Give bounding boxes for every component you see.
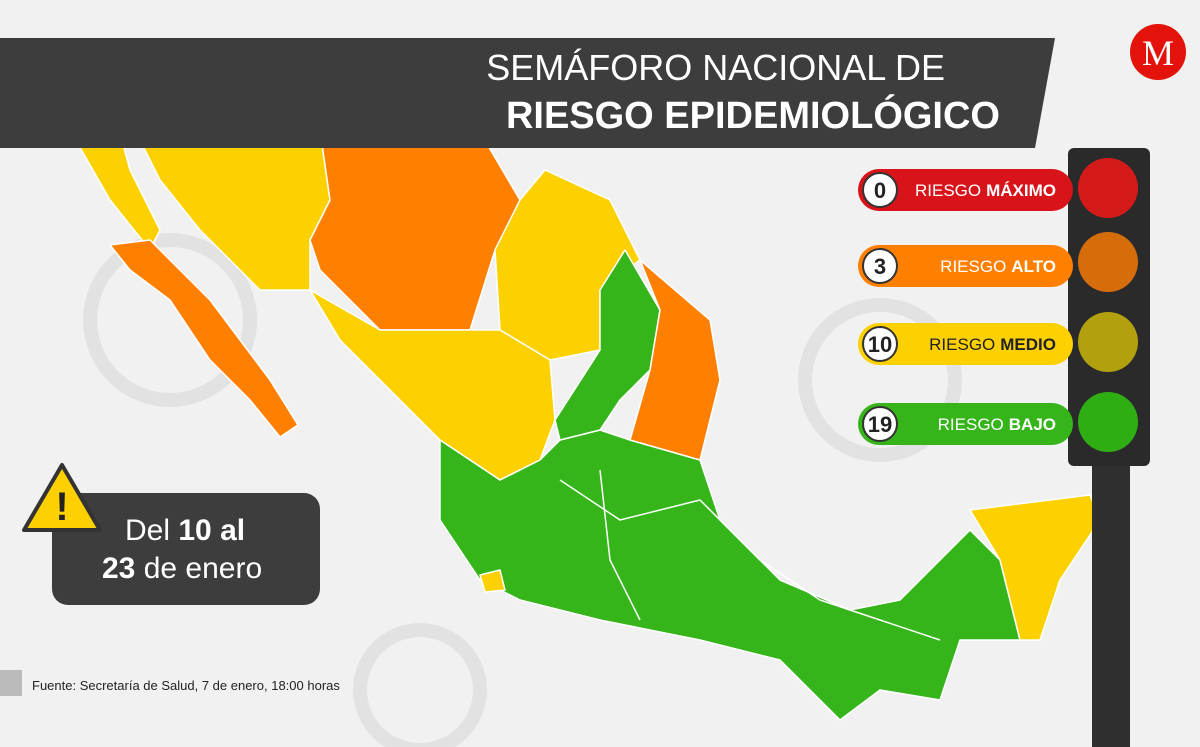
legend-label: RIESGO BAJO [938, 415, 1056, 434]
region-green [439, 429, 1021, 721]
legend-label: RIESGO MÁXIMO [915, 181, 1056, 200]
legend: 0 RIESGO MÁXIMO 3 RIESGO ALTO 10 RIESGO MEDIO 19 R… [858, 169, 1073, 445]
logo-text: M [1142, 33, 1174, 73]
legend-count: 0 [874, 178, 886, 203]
legend-badge [862, 248, 898, 284]
legend-pill [858, 169, 1073, 211]
legend-prefix: RIESGO [938, 415, 1004, 434]
region-yellow [479, 569, 506, 593]
legend-count: 10 [868, 332, 892, 357]
lamp [1078, 232, 1138, 292]
lamp [1078, 312, 1138, 372]
region-orange [629, 259, 721, 461]
legend-badge [862, 406, 898, 442]
title-band [0, 38, 1055, 148]
legend-level: MÁXIMO [986, 181, 1056, 200]
lamp [1078, 158, 1138, 218]
legend-badge [862, 172, 898, 208]
period-text: de enero [144, 552, 262, 585]
legend-level: BAJO [1009, 415, 1056, 434]
region-yellow [309, 289, 556, 481]
title-line: SEMÁFORO NACIONAL DE [486, 47, 945, 88]
legend-badge [862, 326, 898, 362]
legend-level: MEDIO [1000, 335, 1056, 354]
period-text: Del [125, 514, 170, 547]
decoration [83, 233, 962, 747]
map [29, 54, 1101, 721]
legend-count: 19 [868, 412, 892, 437]
source-marker [0, 670, 22, 696]
lamp [1078, 392, 1138, 452]
period-text: 10 al [178, 514, 245, 547]
period-text: 23 [102, 552, 135, 585]
source: Fuente: Secretaría de Salud, 7 de enero,… [32, 678, 340, 693]
legend-level: ALTO [1011, 257, 1056, 276]
legend-pill [858, 403, 1073, 445]
warning-icon [22, 463, 102, 532]
period-line: 23 de enero [102, 552, 262, 585]
region-yellow [969, 494, 1101, 641]
period-line: Del 10 al [125, 514, 245, 547]
legend-pill [858, 245, 1073, 287]
period-box [52, 493, 320, 605]
legend-pill [858, 323, 1073, 365]
legend-prefix: RIESGO [940, 257, 1006, 276]
legend-label: RIESGO MEDIO [929, 335, 1056, 354]
legend-prefix: RIESGO [915, 181, 981, 200]
pole [1092, 465, 1130, 747]
legend-prefix: RIESGO [929, 335, 995, 354]
traffic-light [1068, 148, 1150, 466]
legend-label: RIESGO ALTO [940, 257, 1056, 276]
title-line: RIESGO EPIDEMIOLÓGICO [506, 93, 1000, 137]
legend-count: 3 [874, 254, 886, 279]
logo [1130, 24, 1186, 80]
warning-mark: ! [55, 485, 68, 529]
region-orange [109, 239, 299, 438]
